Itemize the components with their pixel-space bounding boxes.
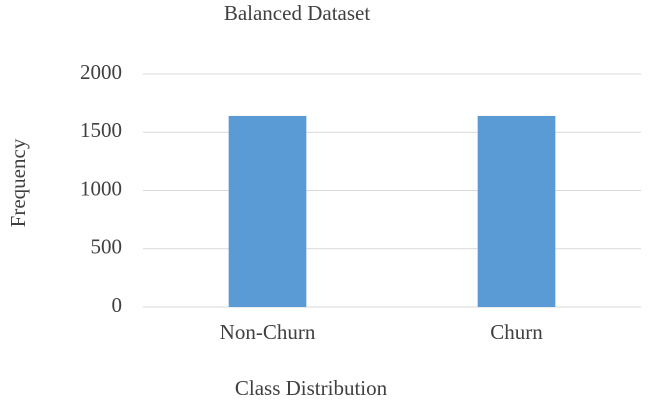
y-axis-label: Frequency: [6, 138, 30, 227]
y-tick-label: 500: [91, 235, 123, 259]
x-tick-label: Non-Churn: [220, 320, 316, 344]
y-tick-label: 2000: [80, 60, 122, 84]
bar: [477, 115, 556, 307]
bar: [228, 115, 307, 307]
x-axis-label: Class Distribution: [235, 376, 388, 400]
chart-title: Balanced Dataset: [224, 1, 371, 25]
y-tick-label: 1500: [80, 118, 122, 142]
y-tick-label: 0: [112, 293, 123, 317]
y-tick-label: 1000: [80, 176, 122, 200]
x-tick-label: Churn: [490, 320, 543, 344]
